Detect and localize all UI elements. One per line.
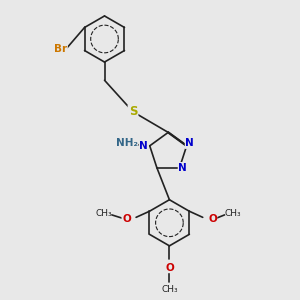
Text: N: N xyxy=(185,138,194,148)
Text: S: S xyxy=(129,105,137,118)
Text: CH₃: CH₃ xyxy=(161,285,178,294)
Text: N: N xyxy=(139,141,148,151)
Text: NH₂: NH₂ xyxy=(116,138,138,148)
Text: O: O xyxy=(208,214,217,224)
Text: O: O xyxy=(165,263,174,273)
Text: CH₃: CH₃ xyxy=(96,209,112,218)
Text: CH₃: CH₃ xyxy=(225,208,242,217)
Text: N: N xyxy=(178,163,187,172)
Text: O: O xyxy=(122,214,131,224)
Text: Br: Br xyxy=(54,44,67,54)
